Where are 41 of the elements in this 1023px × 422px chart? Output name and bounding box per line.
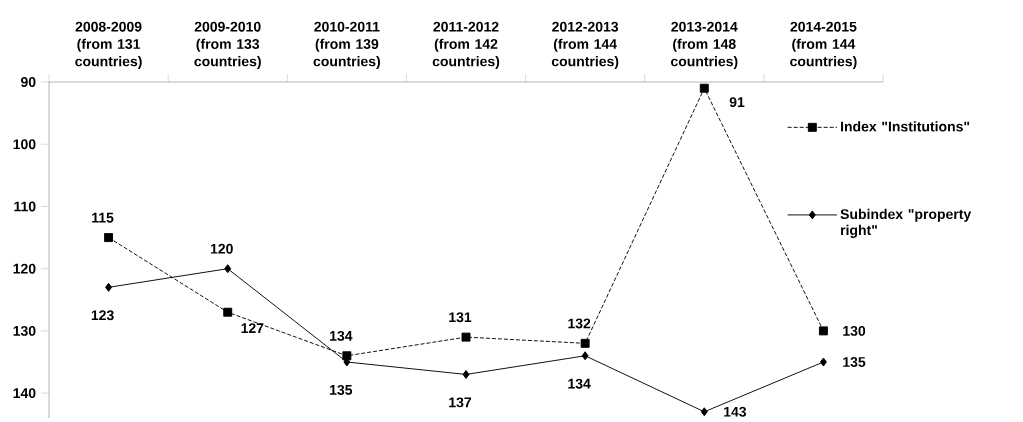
y-tick-label: 90 <box>20 77 36 87</box>
data-label: 123 <box>91 310 114 321</box>
data-label: 127 <box>241 323 264 333</box>
legend-label: Subindex "property right" <box>840 208 972 238</box>
legend-label: Index "Institutions" <box>841 121 970 132</box>
x-tick-label: 2012-2013 (from 144 countries) <box>551 21 619 70</box>
point <box>700 407 708 417</box>
point <box>581 351 589 361</box>
x-tick-label: 2014-2015 (from 144 countries) <box>790 21 857 70</box>
point <box>104 233 114 243</box>
point <box>223 307 233 317</box>
x-tick-label: 2008-2009 (from 131 countries) <box>75 21 142 70</box>
point <box>699 83 709 93</box>
data-label: 135 <box>843 357 866 367</box>
x-tick-label: 2010-2011 (from 139 countries) <box>313 21 380 70</box>
x-tick-label: 2011-2012 (from 142 countries) <box>432 21 500 70</box>
data-label: 135 <box>330 384 353 395</box>
data-label: 143 <box>724 406 747 417</box>
data-label: 134 <box>568 378 591 389</box>
data-label: 91 <box>729 97 745 108</box>
point <box>105 282 113 292</box>
data-label: 115 <box>92 212 114 223</box>
point <box>462 369 470 379</box>
y-tick-label: 140 <box>13 388 36 399</box>
x-tick-label: 2009-2010 (from 133 countries) <box>194 21 261 70</box>
x-tick-label: 2013-2014 (from 148 countries) <box>671 21 738 70</box>
y-tick-label: 110 <box>14 201 36 212</box>
data-label: 137 <box>449 397 472 408</box>
point <box>461 332 471 342</box>
data-label: 130 <box>843 325 866 336</box>
data-label: 120 <box>210 243 233 254</box>
point <box>580 338 590 348</box>
data-label: 132 <box>568 318 591 329</box>
data-label: 131 <box>449 312 472 323</box>
y-tick-label: 100 <box>13 139 36 150</box>
point <box>224 264 232 274</box>
point <box>819 357 827 367</box>
y-tick-label: 130 <box>13 325 36 336</box>
data-label: 134 <box>330 330 353 341</box>
point <box>818 326 828 336</box>
y-tick-label: 120 <box>13 263 36 274</box>
